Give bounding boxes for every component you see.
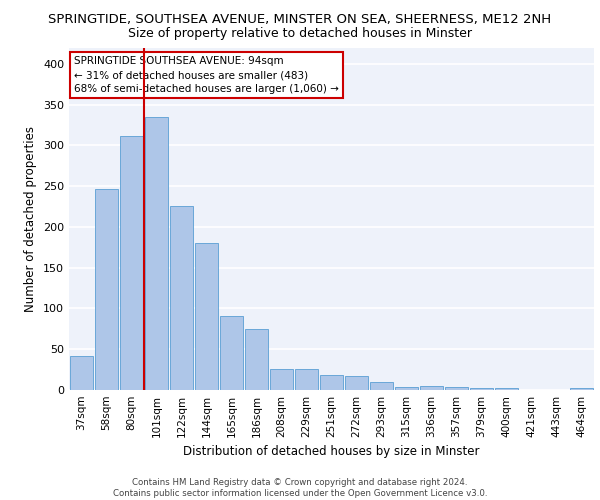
Bar (495, 388, 518, 390)
Bar (170, 206, 193, 390)
Bar (345, 376, 368, 390)
X-axis label: Distribution of detached houses by size in Minster: Distribution of detached houses by size … (183, 446, 480, 458)
Bar (420, 386, 443, 390)
Text: SPRINGTIDE, SOUTHSEA AVENUE, MINSTER ON SEA, SHEERNESS, ME12 2NH: SPRINGTIDE, SOUTHSEA AVENUE, MINSTER ON … (49, 12, 551, 26)
Bar (470, 388, 493, 390)
Bar (270, 369, 293, 390)
Bar (445, 386, 468, 390)
Bar (195, 243, 218, 390)
Bar (245, 329, 268, 390)
Text: Size of property relative to detached houses in Minster: Size of property relative to detached ho… (128, 28, 472, 40)
Bar (570, 388, 593, 390)
Text: Contains HM Land Registry data © Crown copyright and database right 2024.
Contai: Contains HM Land Registry data © Crown c… (113, 478, 487, 498)
Text: SPRINGTIDE SOUTHSEA AVENUE: 94sqm
← 31% of detached houses are smaller (483)
68%: SPRINGTIDE SOUTHSEA AVENUE: 94sqm ← 31% … (74, 56, 339, 94)
Bar (295, 369, 318, 390)
Bar (95, 190, 118, 390)
Bar (145, 117, 168, 390)
Bar (320, 374, 343, 390)
Bar (120, 136, 143, 390)
Bar (370, 382, 393, 390)
Bar (395, 386, 418, 390)
Y-axis label: Number of detached properties: Number of detached properties (25, 126, 37, 312)
Bar (220, 316, 243, 390)
Bar (70, 356, 93, 390)
